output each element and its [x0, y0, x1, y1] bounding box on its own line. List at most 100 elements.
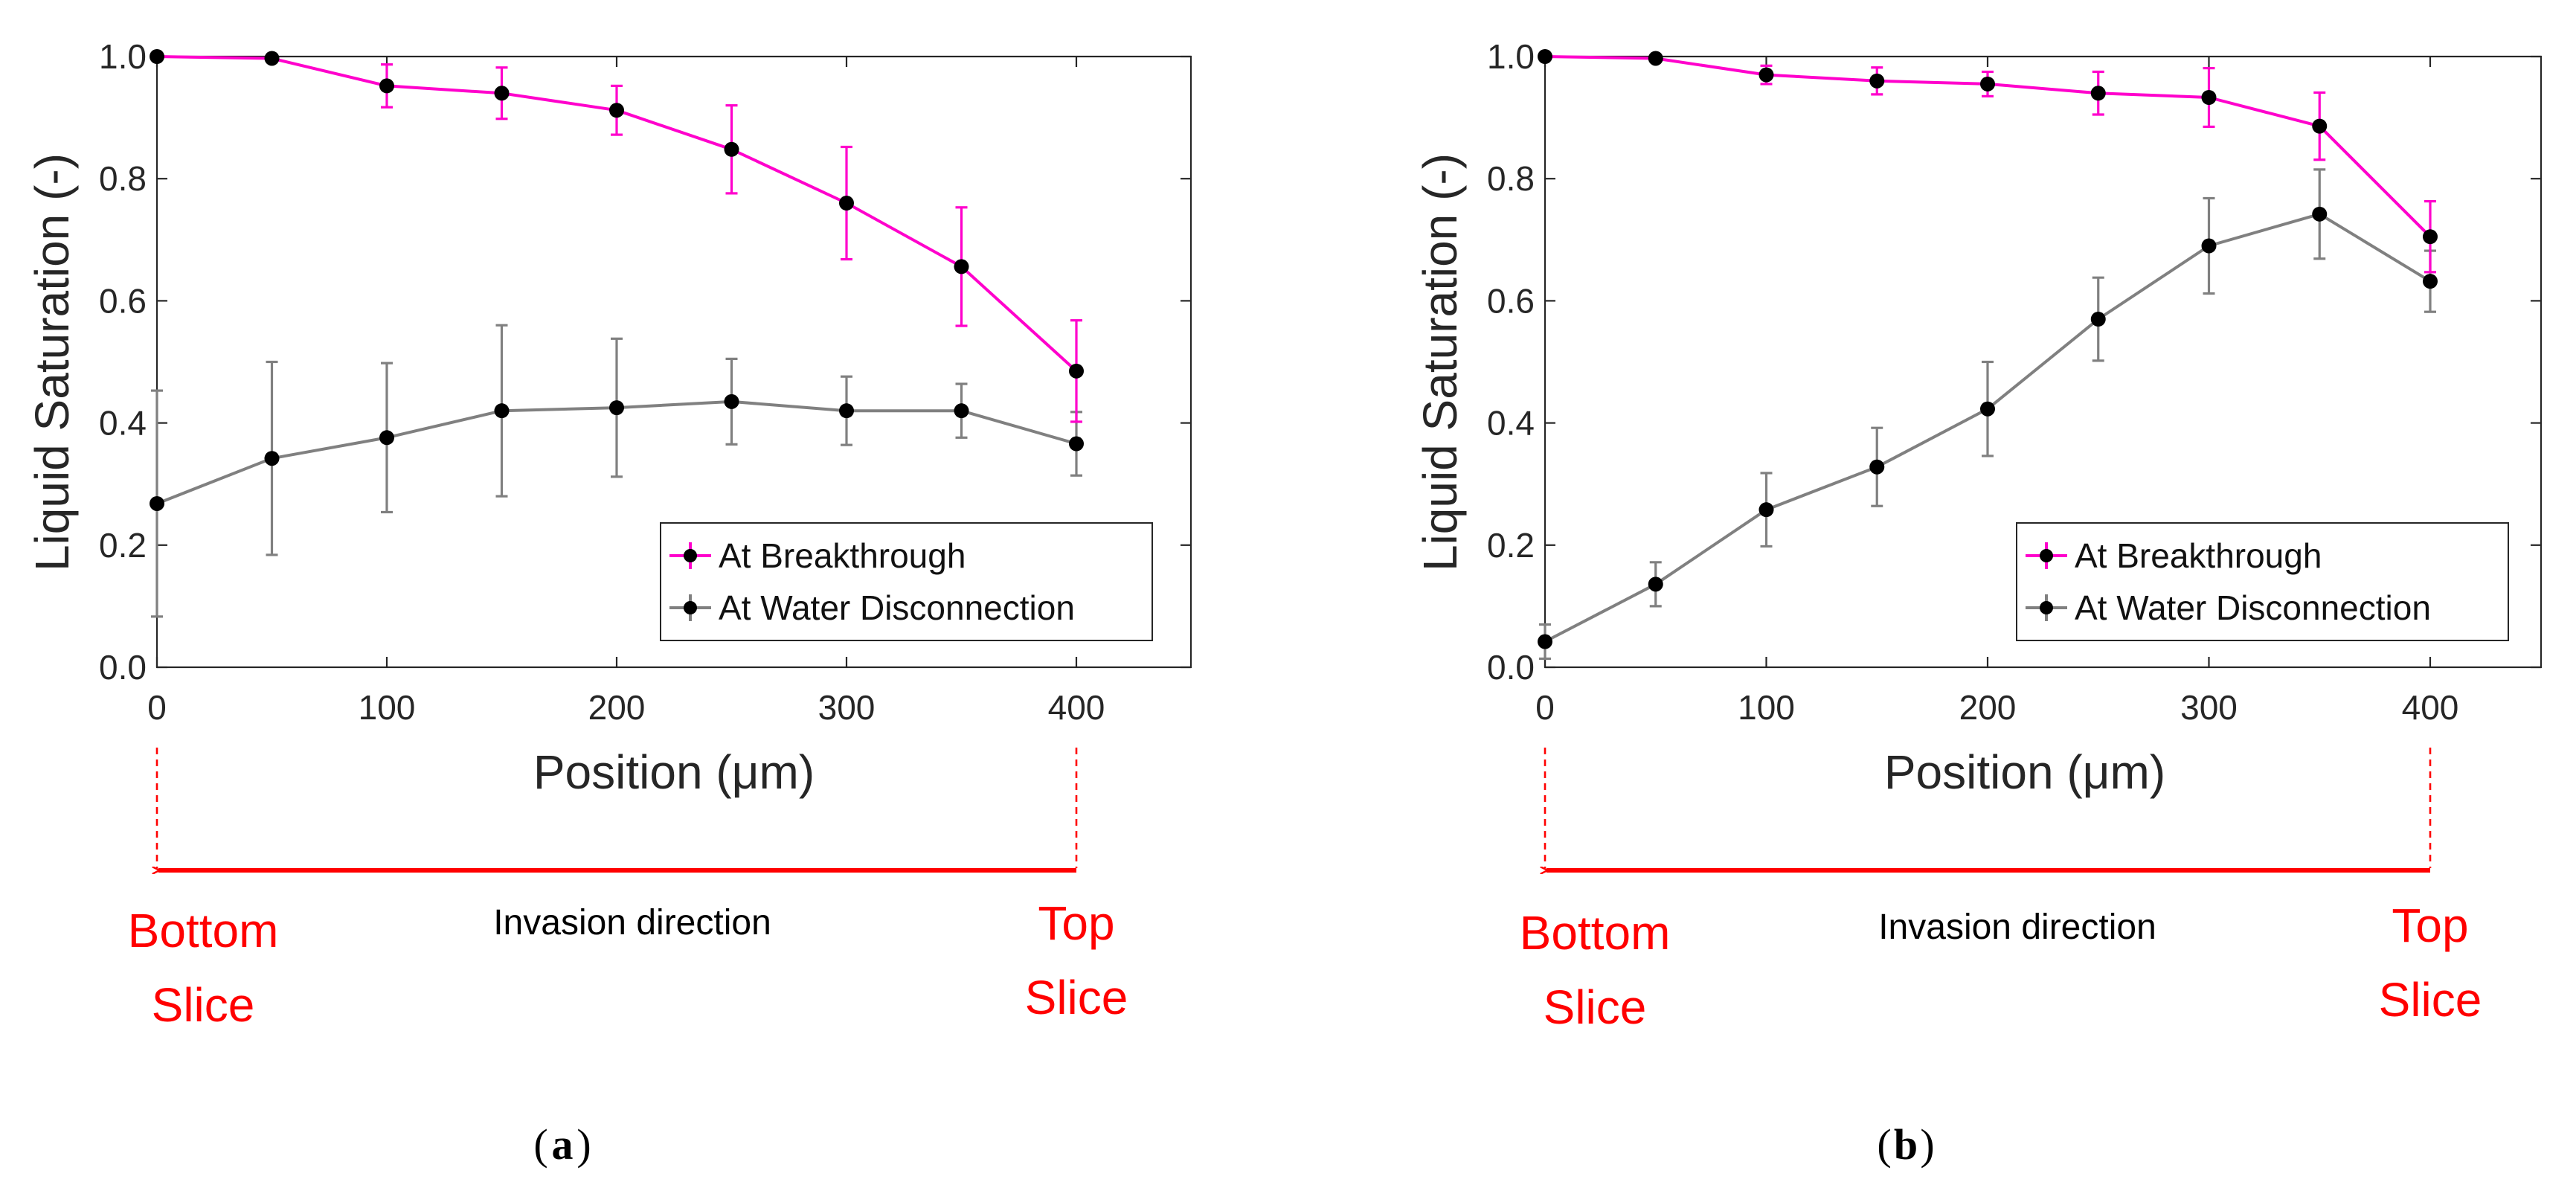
invasion-direction-label-b: Invasion direction [1878, 908, 2156, 947]
panel-tag-a: ( a ) [533, 1120, 591, 1169]
invasion-direction-label-a: Invasion direction [493, 903, 771, 942]
legend-marker-disconnection-a [684, 601, 697, 614]
y-tick-label-a-5: 1.0 [99, 37, 147, 76]
legend-marker-disconnection-b [2040, 601, 2053, 614]
invasion-annotation-b: Invasion direction Bottom Slice Top Slic… [1520, 748, 2482, 1034]
x-tick-label-a-4: 400 [1048, 688, 1105, 727]
bottom-slice-label-a: Slice [152, 978, 255, 1032]
x-tick-label-b-0: 0 [1535, 688, 1555, 727]
legend-box-a [660, 522, 1153, 641]
legend-box-b [2016, 522, 2509, 641]
panel-tag-close-b: ) [1920, 1120, 1934, 1169]
legend-entry-disconnection-a: At Water Disconnection [669, 588, 1075, 627]
point-disconnection-b-4 [1980, 401, 1995, 417]
y-tick-label-b-3: 0.6 [1487, 281, 1535, 320]
legend-marker-breakthrough-a [684, 549, 697, 562]
point-breakthrough-a-5 [724, 141, 739, 157]
point-breakthrough-b-0 [1538, 49, 1552, 64]
y-tick-label-a-2: 0.4 [99, 404, 147, 443]
y-tick-label-b-0: 0.0 [1487, 648, 1535, 687]
series-layer-a [150, 49, 1084, 618]
point-disconnection-b-3 [1869, 459, 1885, 475]
legend-label-breakthrough-b: At Breakthrough [2075, 536, 2322, 575]
point-breakthrough-b-2 [1758, 67, 1774, 83]
point-breakthrough-b-7 [2312, 118, 2328, 134]
y-axis-label-a: Liquid Saturation (-) [25, 153, 79, 571]
legend-entry-breakthrough-a: At Breakthrough [669, 536, 966, 575]
point-disconnection-a-3 [494, 403, 510, 419]
top-label-a: Top [1038, 896, 1114, 950]
point-breakthrough-a-1 [264, 51, 280, 66]
y-ticks-b: 0.0 0.2 0.4 0.6 0.8 1.0 [1487, 37, 2541, 687]
top-slice-label-a: Slice [1025, 971, 1128, 1024]
x-tick-label-a-3: 300 [818, 688, 876, 727]
series-layer-b [1538, 49, 2438, 661]
point-disconnection-b-1 [1648, 577, 1663, 592]
y-tick-label-b-4: 0.8 [1487, 159, 1535, 198]
panel-tag-letter-a: a [552, 1120, 574, 1169]
legend-a: At Breakthrough At Water Disconnection [660, 522, 1153, 641]
top-label-b: Top [2392, 899, 2468, 952]
invasion-annotation-a: Invasion direction Bottom Slice Top Slic… [128, 748, 1128, 1032]
point-breakthrough-a-7 [954, 259, 969, 274]
point-disconnection-b-6 [2201, 238, 2217, 254]
legend-b: At Breakthrough At Water Disconnection [2016, 522, 2509, 641]
point-breakthrough-a-4 [609, 103, 624, 118]
point-breakthrough-b-8 [2423, 229, 2438, 245]
y-tick-label-a-1: 0.2 [99, 526, 147, 565]
point-breakthrough-a-2 [379, 78, 394, 94]
y-tick-label-a-4: 0.8 [99, 159, 147, 198]
x-axis-label-a: Position (μm) [533, 745, 815, 799]
panel-a: 0.0 0.2 0.4 0.6 0.8 1.0 0 100 200 300 400 Liquid … [25, 37, 1192, 1169]
y-axis-label-b: Liquid Saturation (-) [1413, 153, 1467, 571]
point-disconnection-b-7 [2312, 206, 2328, 222]
point-breakthrough-b-1 [1648, 51, 1663, 66]
point-disconnection-a-0 [150, 495, 164, 511]
point-disconnection-b-8 [2423, 274, 2438, 289]
panel-b: 0.0 0.2 0.4 0.6 0.8 1.0 0 100 200 300 400 Liquid … [1413, 37, 2543, 1169]
point-breakthrough-a-6 [839, 196, 854, 211]
legend-entry-disconnection-b: At Water Disconnection [2026, 588, 2431, 627]
point-breakthrough-a-3 [494, 86, 510, 101]
point-disconnection-b-2 [1758, 502, 1774, 518]
point-disconnection-a-2 [379, 430, 394, 446]
point-disconnection-a-6 [839, 403, 854, 419]
y-tick-label-a-3: 0.6 [99, 281, 147, 320]
point-disconnection-a-8 [1069, 436, 1084, 452]
legend-label-disconnection-b: At Water Disconnection [2075, 588, 2431, 627]
y-tick-label-b-5: 1.0 [1487, 37, 1535, 76]
legend-entry-breakthrough-b: At Breakthrough [2026, 536, 2322, 575]
point-disconnection-b-5 [2090, 312, 2106, 327]
y-tick-label-b-1: 0.2 [1487, 526, 1535, 565]
panel-tag-open-a: ( [533, 1120, 547, 1169]
x-tick-label-a-0: 0 [147, 688, 167, 727]
panel-tag-b: ( b ) [1877, 1120, 1934, 1169]
point-disconnection-a-7 [954, 403, 969, 419]
y-ticks-a: 0.0 0.2 0.4 0.6 0.8 1.0 [99, 37, 1191, 687]
x-tick-label-a-1: 100 [359, 688, 416, 727]
x-ticks-a: 0 100 200 300 400 [147, 57, 1105, 727]
x-tick-label-b-4: 400 [2402, 688, 2459, 727]
panel-tag-letter-b: b [1894, 1120, 1918, 1169]
point-disconnection-a-5 [724, 394, 739, 409]
point-disconnection-a-4 [609, 400, 624, 416]
point-breakthrough-b-5 [2090, 86, 2106, 101]
point-breakthrough-a-8 [1069, 363, 1084, 379]
bottom-label-a: Bottom [128, 904, 279, 957]
y-tick-label-a-0: 0.0 [99, 648, 147, 687]
panel-tag-close-a: ) [576, 1120, 591, 1169]
y-tick-label-b-2: 0.4 [1487, 404, 1535, 443]
bottom-slice-label-b: Slice [1544, 980, 1647, 1034]
x-tick-label-b-2: 200 [1959, 688, 2017, 727]
top-slice-label-b: Slice [2379, 973, 2482, 1027]
panel-tag-open-b: ( [1877, 1120, 1891, 1169]
legend-label-breakthrough-a: At Breakthrough [719, 536, 966, 575]
bottom-label-b: Bottom [1520, 906, 1671, 960]
x-tick-label-a-2: 200 [588, 688, 646, 727]
x-tick-label-b-3: 300 [2180, 688, 2238, 727]
x-axis-label-b: Position (μm) [1884, 745, 2165, 799]
point-breakthrough-b-6 [2201, 90, 2217, 106]
x-tick-label-b-1: 100 [1738, 688, 1795, 727]
point-breakthrough-b-3 [1869, 73, 1885, 89]
